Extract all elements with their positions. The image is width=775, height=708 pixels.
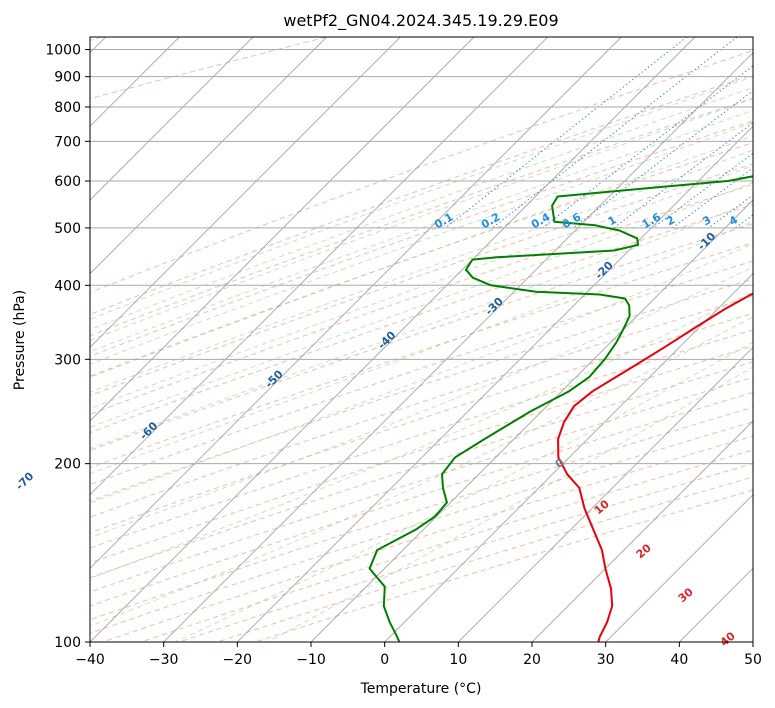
dry-adiabat-line [90,97,753,337]
moist-adiabat-line [90,149,753,393]
isotherm-line [310,199,753,642]
y-tick-label: 600 [54,174,81,190]
mixing-ratio-line [672,167,753,229]
x-tick-label: −30 [149,652,179,668]
isotherm-line [90,37,328,275]
y-tick-label: 900 [54,70,81,86]
mixing-ratio-line [542,65,753,229]
plot-frame [89,36,754,643]
isotherm-line [90,37,622,570]
y-tick-label: 500 [54,221,81,237]
dry-adiabat-line [90,74,753,316]
temperature-profile-line [557,292,753,642]
x-tick-label: 20 [523,652,541,668]
moist-adiabat-line [90,86,753,331]
y-tick-label: 100 [54,635,81,651]
isotherm-line [384,272,753,642]
dry-adiabat-line [90,203,753,434]
isotherm-line [605,493,753,642]
x-tick-label: 10 [449,652,467,668]
isotherm-line [90,37,549,496]
y-tick-label: 300 [54,352,81,368]
moist-adiabat-line [90,200,753,450]
moist-adiabat-line [90,181,753,428]
dry-adiabat-line [90,329,753,549]
y-tick-label: 700 [54,134,81,150]
x-tick-label: −40 [75,652,105,668]
x-tick-label: 40 [670,652,688,668]
isotherm-line [163,51,753,642]
dry-adiabat-line [90,391,753,607]
y-axis-label: Pressure (hPa) [12,290,28,390]
dry-adiabat-line [90,183,753,415]
x-tick-label: 0 [380,652,389,668]
dry-adiabat-line [90,163,753,397]
isotherm-line [531,420,753,642]
moist-adiabat-line [90,98,753,341]
y-tick-label: 800 [54,100,81,116]
x-tick-label: −20 [223,652,253,668]
isotherm-line [90,37,475,422]
moist-adiabat-line [90,316,753,627]
dry-adiabat-line [90,50,753,294]
isotherm-line [457,346,753,642]
moist-adiabat-line [267,366,753,642]
dewpoint-profile-line [368,175,753,642]
moist-adiabat-line [90,220,753,475]
x-tick-label: 50 [744,652,762,668]
mixing-ratio-line [572,90,753,229]
moist-adiabat-line [90,76,753,320]
y-tick-label: 1000 [45,43,81,59]
chart-title: wetPf2_GN04.2024.345.19.29.E09 [283,11,558,31]
x-tick-label: 30 [597,652,615,668]
y-tick-label: 200 [54,457,81,473]
auxiliary-curve [90,37,327,100]
dry-adiabat-line [90,242,753,469]
dry-adiabat-line [90,376,753,593]
x-tick-label: −10 [296,652,326,668]
isotherm-line [236,125,753,642]
x-axis-label: Temperature (°C) [360,681,482,697]
isotherm-line [90,37,401,349]
y-tick-label: 400 [54,278,81,294]
dry-adiabat-line [90,295,753,518]
isotherm-line [90,37,696,642]
isotherm-line [90,37,254,201]
